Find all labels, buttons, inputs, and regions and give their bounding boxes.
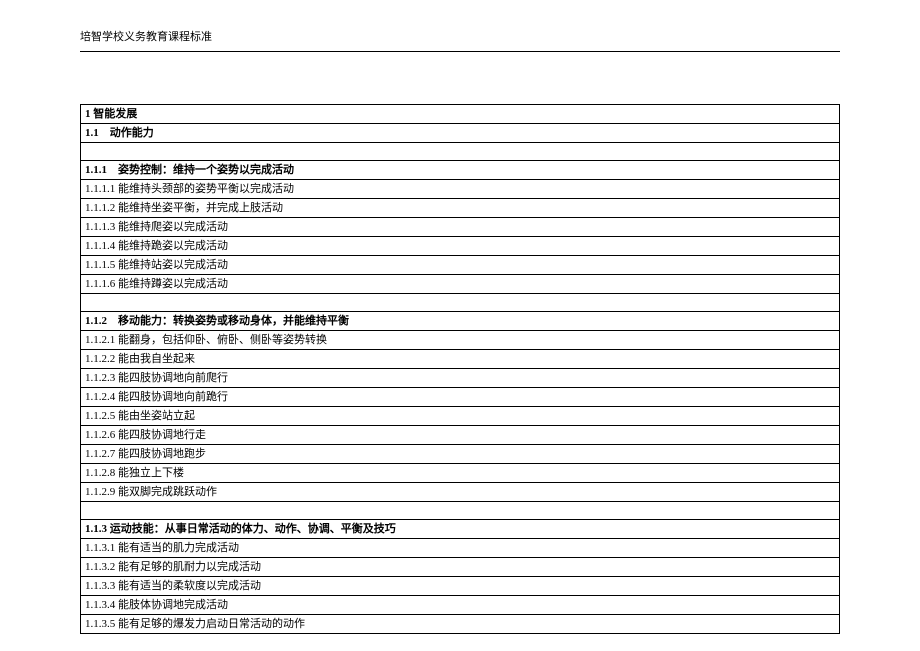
- table-row: 1.1.1.2 能维持坐姿平衡，并完成上肢活动: [81, 199, 840, 218]
- table-row: 1.1.1.3 能维持爬姿以完成活动: [81, 218, 840, 237]
- table-row: 1.1.2.6 能四肢协调地行走: [81, 426, 840, 445]
- table-row: [81, 294, 840, 312]
- table-row: 1.1.2.5 能由坐姿站立起: [81, 407, 840, 426]
- table-cell: 1.1.2.5 能由坐姿站立起: [81, 407, 840, 426]
- table-cell: 1.1.2.7 能四肢协调地跑步: [81, 445, 840, 464]
- table-cell: 1.1.2.2 能由我自坐起来: [81, 350, 840, 369]
- table-row: 1.1.1.1 能维持头颈部的姿势平衡以完成活动: [81, 180, 840, 199]
- table-cell: 1.1.1 姿势控制：维持一个姿势以完成活动: [81, 161, 840, 180]
- table-cell: 1 智能发展: [81, 105, 840, 124]
- table-cell: 1.1.3.1 能有适当的肌力完成活动: [81, 539, 840, 558]
- table-row: 1.1.2 移动能力：转换姿势或移动身体，并能维持平衡: [81, 312, 840, 331]
- table-cell: 1.1.3.3 能有适当的柔软度以完成活动: [81, 577, 840, 596]
- table-row: [81, 143, 840, 161]
- table-cell: 1.1.1.2 能维持坐姿平衡，并完成上肢活动: [81, 199, 840, 218]
- table-row: 1.1.2.3 能四肢协调地向前爬行: [81, 369, 840, 388]
- table-cell: 1.1.3.5 能有足够的爆发力启动日常活动的动作: [81, 615, 840, 634]
- table-cell: 1.1.2.3 能四肢协调地向前爬行: [81, 369, 840, 388]
- table-row: 1.1.2.7 能四肢协调地跑步: [81, 445, 840, 464]
- table-row: 1.1.3.4 能肢体协调地完成活动: [81, 596, 840, 615]
- table-row: 1.1.1.4 能维持跪姿以完成活动: [81, 237, 840, 256]
- table-row: 1.1.3 运动技能：从事日常活动的体力、动作、协调、平衡及技巧: [81, 520, 840, 539]
- table-cell: 1.1.2 移动能力：转换姿势或移动身体，并能维持平衡: [81, 312, 840, 331]
- table-cell: [81, 143, 840, 161]
- table-cell: 1.1.3 运动技能：从事日常活动的体力、动作、协调、平衡及技巧: [81, 520, 840, 539]
- table-cell: 1.1 动作能力: [81, 124, 840, 143]
- table-row: 1.1.2.8 能独立上下楼: [81, 464, 840, 483]
- table-cell: 1.1.2.8 能独立上下楼: [81, 464, 840, 483]
- table-cell: 1.1.3.2 能有足够的肌耐力以完成活动: [81, 558, 840, 577]
- table-row: [81, 502, 840, 520]
- table-row: 1.1.1 姿势控制：维持一个姿势以完成活动: [81, 161, 840, 180]
- table-row: 1.1.2.9 能双脚完成跳跃动作: [81, 483, 840, 502]
- table-cell: 1.1.2.4 能四肢协调地向前跪行: [81, 388, 840, 407]
- table-cell: 1.1.1.5 能维持站姿以完成活动: [81, 256, 840, 275]
- table-cell: 1.1.1.3 能维持爬姿以完成活动: [81, 218, 840, 237]
- table-row: 1.1.2.2 能由我自坐起来: [81, 350, 840, 369]
- table-cell: 1.1.1.6 能维持蹲姿以完成活动: [81, 275, 840, 294]
- table-row: 1.1.3.5 能有足够的爆发力启动日常活动的动作: [81, 615, 840, 634]
- table-cell: 1.1.2.1 能翻身，包括仰卧、俯卧、侧卧等姿势转换: [81, 331, 840, 350]
- table-cell: 1.1.1.1 能维持头颈部的姿势平衡以完成活动: [81, 180, 840, 199]
- table-row: 1 智能发展: [81, 105, 840, 124]
- table-row: 1.1.1.5 能维持站姿以完成活动: [81, 256, 840, 275]
- table-cell: 1.1.2.6 能四肢协调地行走: [81, 426, 840, 445]
- table-row: 1.1.3.3 能有适当的柔软度以完成活动: [81, 577, 840, 596]
- table-row: 1.1 动作能力: [81, 124, 840, 143]
- table-row: 1.1.2.4 能四肢协调地向前跪行: [81, 388, 840, 407]
- table-cell: [81, 294, 840, 312]
- table-cell: [81, 502, 840, 520]
- table-row: 1.1.2.1 能翻身，包括仰卧、俯卧、侧卧等姿势转换: [81, 331, 840, 350]
- table-cell: 1.1.2.9 能双脚完成跳跃动作: [81, 483, 840, 502]
- curriculum-table: 1 智能发展1.1 动作能力1.1.1 姿势控制：维持一个姿势以完成活动1.1.…: [80, 104, 840, 634]
- table-cell: 1.1.1.4 能维持跪姿以完成活动: [81, 237, 840, 256]
- table-row: 1.1.3.1 能有适当的肌力完成活动: [81, 539, 840, 558]
- table-row: 1.1.1.6 能维持蹲姿以完成活动: [81, 275, 840, 294]
- page-header: 培智学校义务教育课程标准: [80, 28, 840, 52]
- table-cell: 1.1.3.4 能肢体协调地完成活动: [81, 596, 840, 615]
- table-row: 1.1.3.2 能有足够的肌耐力以完成活动: [81, 558, 840, 577]
